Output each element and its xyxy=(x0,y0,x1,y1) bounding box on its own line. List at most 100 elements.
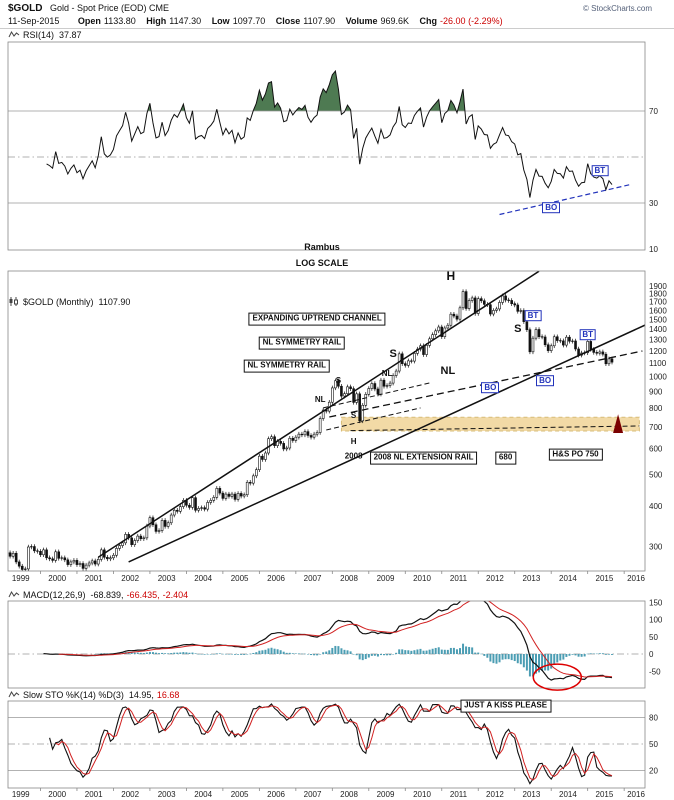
year-label: 2011 xyxy=(450,790,468,799)
price-series-name: $GOLD (Monthly) xyxy=(23,297,94,307)
price-panel xyxy=(8,271,645,571)
rsi-panel-border xyxy=(7,41,646,251)
price-panel-label: $GOLD (Monthly) 1107.90 xyxy=(8,297,130,307)
year-label: 2001 xyxy=(85,574,103,583)
price-scale-label: 800 xyxy=(649,404,663,413)
callout-h-s-po-750: H&S PO 750 xyxy=(548,448,603,462)
macd-signal-line xyxy=(58,601,613,678)
rsi-scale-label: 30 xyxy=(649,199,658,208)
sto-panel xyxy=(8,703,645,785)
year-label: 2015 xyxy=(596,790,614,799)
rsi-panel-label: RSI(14) 37.87 xyxy=(8,30,82,40)
nl-symmetry-rail-upper xyxy=(323,382,430,409)
sto-name: Slow STO %K(14) %D(3) xyxy=(23,690,124,700)
tag-bo: BO xyxy=(536,375,555,387)
price-scale-label: 1600 xyxy=(649,306,667,315)
hs-letter-s: S xyxy=(336,376,342,385)
year-label: 2010 xyxy=(413,790,431,799)
hs-letter-s: S xyxy=(351,411,357,420)
scale-labels: 1900180017001600150014001300120011001000… xyxy=(12,107,668,799)
price-scale-label: 1200 xyxy=(649,347,667,356)
volume-label: Volume xyxy=(345,16,378,26)
price-scale-label: 1300 xyxy=(649,336,667,345)
sto-d-line xyxy=(55,703,613,781)
close-label: Close xyxy=(275,16,301,26)
rsi-name: RSI(14) xyxy=(23,30,55,40)
sto-scale-label: 80 xyxy=(649,714,658,723)
sto-k-line xyxy=(49,703,612,785)
year-label: 2007 xyxy=(304,790,322,799)
year-label: 2006 xyxy=(267,574,285,583)
year-label: 2013 xyxy=(523,574,541,583)
sto-value-d: 16.68 xyxy=(156,690,180,700)
year-label: 2003 xyxy=(158,574,176,583)
hs-letter-h: H xyxy=(447,269,456,283)
indicator-line-icon xyxy=(8,690,20,698)
tag-bo: BO xyxy=(542,201,561,214)
chg-value: -26.00 (-2.29%) xyxy=(440,16,503,26)
low-value: 1097.70 xyxy=(232,16,266,26)
price-scale-label: 1100 xyxy=(649,359,667,368)
quote-volume: Volume 969.6K xyxy=(346,16,409,26)
sto-scale-label: 50 xyxy=(649,740,658,749)
price-scale-label: 700 xyxy=(649,423,663,432)
year-label: 1999 xyxy=(12,790,30,799)
rsi-scale-label: 10 xyxy=(649,245,658,254)
year-label: 2012 xyxy=(486,790,504,799)
year-label: 2011 xyxy=(450,574,468,583)
macd-value-2: -66.435, xyxy=(126,590,160,600)
year-label: 2005 xyxy=(231,574,249,583)
hs-letter-s: S xyxy=(389,348,396,360)
callout-2008-nl-extension-rail: 2008 NL EXTENSION RAIL xyxy=(369,452,478,465)
rsi-panel xyxy=(8,69,645,250)
price-scale-label: 1800 xyxy=(649,290,667,299)
callout-expanding-uptrend-channel: EXPANDING UPTREND CHANNEL xyxy=(248,312,386,326)
macd-panel-border xyxy=(7,600,646,689)
price-scale-label: 600 xyxy=(649,445,663,454)
callout-nl-symmetry-rail: NL SYMMETRY RAIL xyxy=(258,336,346,350)
year-label: 2008 xyxy=(340,790,358,799)
hs-letter-nl: NL xyxy=(315,395,326,404)
macd-scale-label: 150 xyxy=(649,598,663,607)
rsi-current-value: 37.87 xyxy=(59,30,82,40)
symbol-ticker: $GOLD xyxy=(8,3,43,14)
sto-panel-border xyxy=(7,700,646,789)
macd-scale-label: -50 xyxy=(649,667,661,676)
year-label: 2004 xyxy=(194,790,212,799)
year-label: 2015 xyxy=(596,574,614,583)
year-label: 2013 xyxy=(523,790,541,799)
price-scale-label: 300 xyxy=(649,543,663,552)
price-scale-label: 1000 xyxy=(649,373,667,382)
open-label: Open xyxy=(77,16,101,26)
macd-scale-label: 0 xyxy=(649,650,654,659)
chg-label: Chg xyxy=(419,16,438,26)
hs-letters: H S S NL NL NL S S H 2008 xyxy=(315,269,522,460)
year-label: 2003 xyxy=(158,790,176,799)
hs-letter-h: H xyxy=(351,437,357,446)
sto-value-k: 14.95, xyxy=(128,690,154,700)
quote-open: Open 1133.80 xyxy=(78,16,136,26)
low-label: Low xyxy=(211,16,230,26)
sto-panel-label: Slow STO %K(14) %D(3) 14.95, 16.68 xyxy=(8,690,179,700)
header-title-row: $GOLD Gold - Spot Price (EOD) CME © Stoc… xyxy=(8,3,666,14)
price-scale-label: 1700 xyxy=(649,298,667,307)
year-label: 2014 xyxy=(559,574,577,583)
macd-panel xyxy=(8,601,645,681)
indicator-line-icon xyxy=(8,30,20,38)
price-scale-label: 900 xyxy=(649,387,663,396)
tag-bo: BO xyxy=(481,381,500,394)
year-label: 2016 xyxy=(627,790,645,799)
price-scale-label: 1400 xyxy=(649,325,667,334)
rsi-line xyxy=(46,69,613,198)
hs-letter-nl: NL xyxy=(441,365,456,377)
price-scale-label: 500 xyxy=(649,470,663,479)
price-candles xyxy=(8,289,614,571)
tag-bt: BT xyxy=(579,328,597,341)
source-credit: © StockCharts.com xyxy=(582,4,652,13)
candlestick-icon xyxy=(9,297,18,306)
year-label: 2000 xyxy=(48,574,66,583)
year-label: 2014 xyxy=(559,790,577,799)
open-value: 1133.80 xyxy=(103,16,136,26)
price-objective-arrow-icon xyxy=(613,414,624,434)
